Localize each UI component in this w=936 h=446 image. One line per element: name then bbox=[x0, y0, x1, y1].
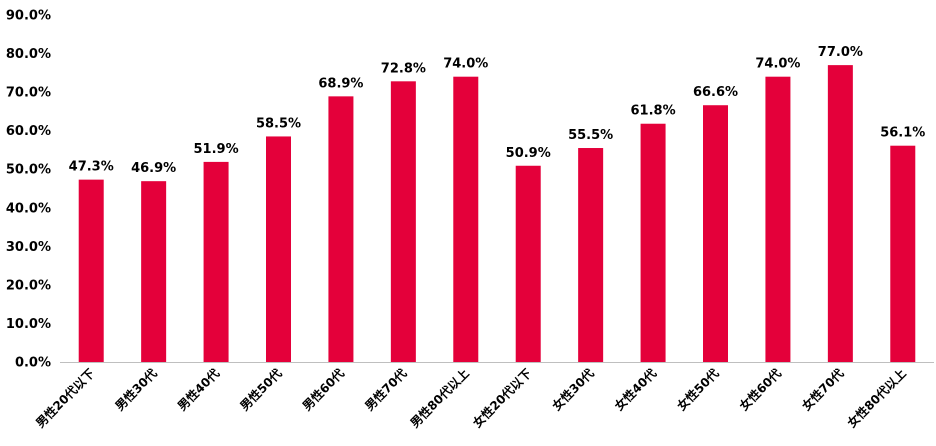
bar bbox=[827, 65, 853, 362]
y-tick-label: 30.0% bbox=[6, 240, 51, 255]
x-tick-label: 女性30代 bbox=[549, 366, 597, 414]
bar bbox=[640, 123, 666, 362]
bar bbox=[703, 105, 728, 362]
x-tick-label: 男性70代 bbox=[362, 366, 410, 414]
y-tick-label: 10.0% bbox=[6, 317, 51, 332]
bar bbox=[78, 179, 104, 362]
x-tick-label: 女性50代 bbox=[674, 366, 722, 414]
y-tick-label: 40.0% bbox=[6, 201, 51, 216]
bar bbox=[765, 76, 791, 362]
data-label: 77.0% bbox=[818, 45, 863, 60]
x-tick-label: 女性20代以下 bbox=[469, 366, 534, 431]
x-tick-label: 男性60代 bbox=[299, 366, 347, 414]
x-tick-label: 女性40代 bbox=[611, 366, 659, 414]
bar bbox=[515, 165, 541, 362]
data-labels: 47.3% 46.9% 51.9% 58.5% 68.9% 72.8% 74.0% 50.9%… bbox=[69, 45, 926, 176]
x-tick-label: 女性60代 bbox=[736, 366, 784, 414]
bar bbox=[390, 81, 416, 362]
bar bbox=[453, 76, 479, 362]
bar bbox=[578, 148, 604, 362]
data-label: 74.0% bbox=[443, 57, 488, 72]
x-tick-label: 男性30代 bbox=[112, 366, 160, 414]
y-tick-label: 50.0% bbox=[6, 163, 51, 178]
y-tick-label: 60.0% bbox=[6, 124, 51, 139]
data-label: 66.6% bbox=[693, 85, 738, 100]
x-tick-label: 男性80代以上 bbox=[407, 366, 472, 431]
y-tick-label: 20.0% bbox=[6, 278, 51, 293]
x-tick-label: 男性20代以下 bbox=[32, 366, 97, 431]
bar bbox=[266, 136, 291, 362]
data-label: 74.0% bbox=[755, 57, 800, 72]
data-label: 55.5% bbox=[568, 128, 613, 143]
y-tick-label: 80.0% bbox=[6, 47, 51, 62]
bar bbox=[203, 161, 229, 362]
bar bbox=[890, 145, 916, 362]
bar bbox=[328, 96, 354, 362]
y-tick-label: 90.0% bbox=[6, 9, 51, 24]
y-tick-label: 70.0% bbox=[6, 86, 51, 101]
y-tick-label: 0.0% bbox=[15, 356, 51, 371]
data-label: 46.9% bbox=[131, 161, 176, 176]
data-label: 72.8% bbox=[381, 61, 426, 76]
bars bbox=[78, 65, 916, 362]
y-axis: 0.0% 10.0% 20.0% 30.0% 40.0% 50.0% 60.0% 70.0% 8… bbox=[6, 9, 51, 371]
bar bbox=[141, 181, 167, 362]
x-tick-label: 女性70代 bbox=[799, 366, 847, 414]
data-label: 68.9% bbox=[318, 76, 363, 91]
x-tick-label: 女性80代以上 bbox=[844, 366, 909, 431]
data-label: 58.5% bbox=[256, 116, 301, 131]
x-axis: 男性20代以下 男性30代 男性40代 男性50代 男性60代 男性70代男性80代以上女… bbox=[32, 366, 908, 431]
data-label: 56.1% bbox=[880, 126, 925, 141]
data-label: 61.8% bbox=[631, 104, 676, 119]
data-label: 47.3% bbox=[69, 160, 114, 175]
x-tick-label: 男性40代 bbox=[174, 366, 222, 414]
data-label: 51.9% bbox=[194, 142, 239, 157]
x-tick-label: 男性50代 bbox=[237, 366, 285, 414]
data-label: 50.9% bbox=[506, 146, 551, 161]
